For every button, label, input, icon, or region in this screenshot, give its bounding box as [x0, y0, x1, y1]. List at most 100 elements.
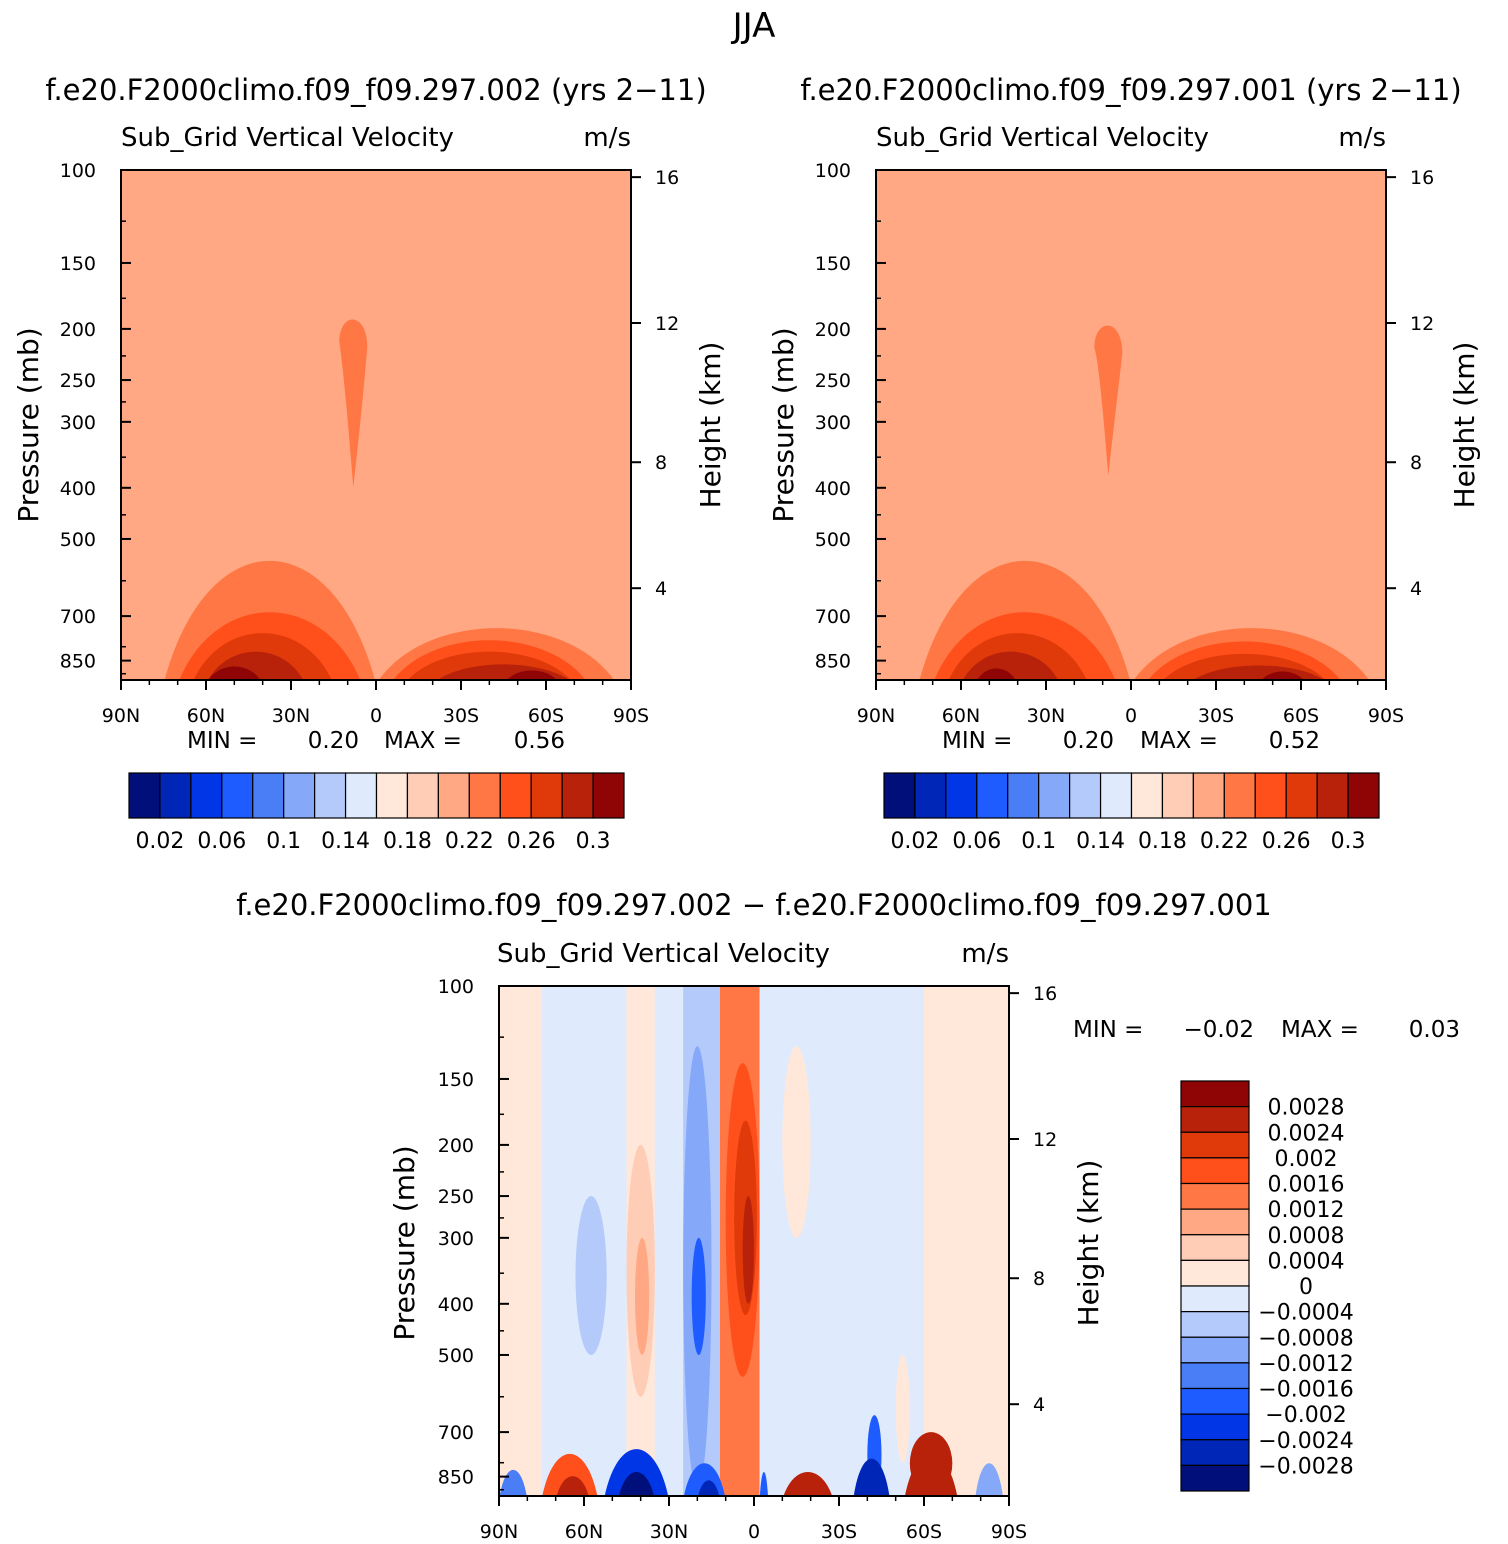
- panel-left-colorbar-box: [252, 772, 285, 819]
- panel-right-colorbar-box: [976, 772, 1009, 819]
- panel-diff-colorbar-box: [1180, 1208, 1250, 1236]
- panel-right-colorbar-box: [1285, 772, 1318, 819]
- panel-right-variable: Sub_Grid Vertical Velocity: [876, 123, 1209, 153]
- panel-diff-contour-blob: [895, 1354, 910, 1463]
- panel-diff-colorbar: 0.00280.00240.0020.00160.00120.00080.000…: [1180, 1080, 1354, 1492]
- panel-diff-colorbar-box: [1180, 1182, 1250, 1210]
- panel-left-colorbar-box: [344, 772, 378, 819]
- panel-diff-ytick-label: 100: [438, 976, 474, 998]
- panel-right-colorbar-label: 0.06: [952, 829, 1001, 854]
- panel-left-colorbar-label: 0.1: [266, 829, 301, 854]
- panel-right-ylabel: Pressure (mb): [767, 327, 800, 522]
- panel-left-y2tick-label: 4: [655, 578, 667, 600]
- panel-right-axes: 100 150 200 250 300 400 500 700 850 16 12 8 4 90N 60N 3…: [815, 160, 1434, 727]
- panel-diff-field: [499, 986, 1009, 1496]
- panel-diff-contour-region: [556, 1476, 589, 1496]
- panel-diff-xtick-label: 30N: [650, 1521, 688, 1543]
- panel-left-xtick-label: 60S: [528, 705, 564, 727]
- panel-left-colorbar-box: [592, 772, 625, 819]
- panel-right-colorbar-box: [1038, 772, 1071, 819]
- panel-left-contour-region: [339, 319, 368, 488]
- panel-diff-contour-blob: [966, 986, 1009, 1355]
- panel-left-colorbar-label: 0.22: [445, 829, 494, 854]
- panel-diff-colorbar-box: [1180, 1439, 1250, 1466]
- panel-diff-y2tick-label: 12: [1033, 1129, 1057, 1151]
- panel-diff-ytick-label: 250: [438, 1186, 474, 1208]
- panel-right-contour-region: [977, 668, 1016, 680]
- panel-diff-ytick-label: 500: [438, 1345, 474, 1367]
- panel-diff-contour-region: [975, 1463, 1003, 1496]
- panel-left-colorbar-box: [314, 772, 347, 819]
- panel-right-y2tick-label: 16: [1410, 167, 1434, 189]
- panel-left-ytick-label: 850: [60, 651, 96, 673]
- panel-left-ytick-label: 500: [60, 529, 96, 551]
- panel-right-ytick-label: 250: [815, 370, 851, 392]
- panel-diff-min-label: MIN =: [1073, 1017, 1143, 1043]
- panel-diff-xtick-label: 60N: [565, 1521, 603, 1543]
- panel-diff-y2tick-label: 8: [1033, 1268, 1045, 1290]
- panel-left-colorbar-label: 0.26: [507, 829, 556, 854]
- panel-diff-axes: 100 150 200 250 300 400 500 700 850 16 12 8 4 90N 60N 3…: [438, 976, 1057, 1543]
- panel-left-colorbar-box: [128, 772, 161, 819]
- panel-left-colorbar-box: [283, 772, 316, 819]
- panel-diff-variable: Sub_Grid Vertical Velocity: [497, 939, 830, 969]
- panel-diff-band: [499, 986, 542, 1496]
- panel-diff-contour-region: [619, 1472, 654, 1496]
- panel-diff-colorbar-label: 0.0028: [1268, 1096, 1345, 1121]
- panel-diff-case-title: f.e20.F2000climo.f09_f09.297.002 − f.e20…: [236, 888, 1272, 922]
- panel-right-colorbar-label: 0.02: [890, 829, 939, 854]
- panel-diff-y2tick-label: 4: [1033, 1394, 1045, 1416]
- panel-diff-contour-region: [905, 1454, 958, 1496]
- panel-left-ytick-label: 300: [60, 412, 96, 434]
- panel-diff-ytick-label: 200: [438, 1135, 474, 1157]
- panel-diff-contour-region: [698, 1480, 720, 1496]
- panel-left-y2tick-label: 16: [655, 167, 679, 189]
- panel-diff-units: m/s: [961, 939, 1009, 969]
- panel-left-ytick-label: 200: [60, 319, 96, 341]
- panel-diff-colorbar-label: 0.0024: [1268, 1121, 1345, 1146]
- panel-right-colorbar-box: [1069, 772, 1102, 819]
- panel-diff-colorbar-box: [1180, 1387, 1250, 1415]
- panel-right-max-value: 0.52: [1269, 728, 1320, 754]
- panel-left-ytick-label: 400: [60, 478, 96, 500]
- panel-right-colorbar: 0.02 0.06 0.1 0.14 0.18 0.22 0.26 0.3: [883, 772, 1380, 854]
- panel-left-colorbar-box: [190, 772, 223, 819]
- panel-right-ytick-label: 300: [815, 412, 851, 434]
- panel-left-max-label: MAX =: [384, 728, 462, 754]
- panel-right-units: m/s: [1338, 123, 1386, 153]
- panel-left-units: m/s: [583, 123, 631, 153]
- panel-left-ytick-label: 100: [60, 160, 96, 182]
- panel-right-xtick-label: 60N: [942, 705, 980, 727]
- panel-left-xtick-label: 90S: [613, 705, 649, 727]
- panel-diff: f.e20.F2000climo.f09_f09.297.002 − f.e20…: [236, 888, 1460, 1543]
- panel-right-ytick-label: 700: [815, 606, 851, 628]
- panel-left-colorbar-label: 0.18: [383, 829, 432, 854]
- panel-right-contour-region: [1094, 325, 1123, 477]
- panel-diff-colorbar-label: −0.002: [1265, 1403, 1346, 1428]
- panel-left-ylabel: Pressure (mb): [12, 327, 45, 522]
- season-title: JJA: [731, 6, 776, 46]
- panel-right-ytick-label: 400: [815, 478, 851, 500]
- panel-left-colorbar-box: [159, 772, 192, 819]
- panel-right-xtick-label: 90S: [1368, 705, 1404, 727]
- panel-right-colorbar-box: [945, 772, 978, 819]
- panel-diff-ylabel: Pressure (mb): [388, 1145, 421, 1340]
- panel-right-case-title: f.e20.F2000climo.f09_f09.297.001 (yrs 2−…: [800, 73, 1461, 107]
- panel-left-xtick-label: 30S: [443, 705, 479, 727]
- panel-diff-colorbar-label: −0.0004: [1258, 1301, 1353, 1326]
- panel-diff-colorbar-label: 0.0012: [1268, 1198, 1345, 1223]
- panel-diff-xtick-label: 30S: [821, 1521, 857, 1543]
- panel-left-min-label: MIN =: [187, 728, 257, 754]
- panel-right-min-label: MIN =: [942, 728, 1012, 754]
- panel-left-colorbar-box: [499, 772, 532, 819]
- panel-right-ytick-label: 200: [815, 319, 851, 341]
- panel-left-colorbar-label: 0.3: [576, 829, 611, 854]
- panel-right-colorbar-label: 0.14: [1076, 829, 1125, 854]
- panel-diff-contour-region: [853, 1458, 890, 1496]
- panel-left-colorbar-label: 0.02: [135, 829, 184, 854]
- panel-left-xtick-label: 60N: [187, 705, 225, 727]
- panel-right-colorbar-box: [914, 772, 947, 819]
- panel-right-colorbar-box: [1099, 772, 1133, 819]
- panel-right-y2label: Height (km): [1448, 342, 1481, 509]
